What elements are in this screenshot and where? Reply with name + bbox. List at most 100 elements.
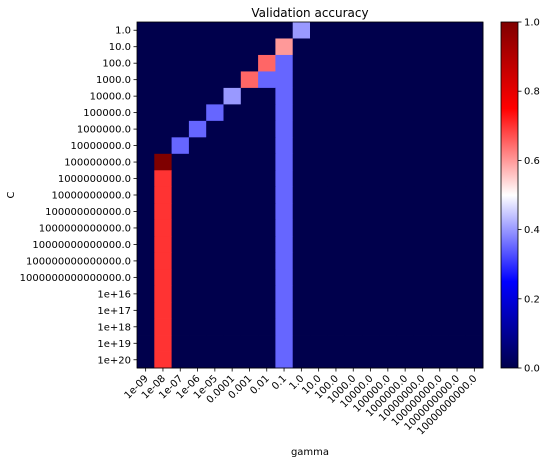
heatmap-cell [431,87,449,105]
heatmap-cell [206,104,224,122]
heatmap-cell [137,120,155,138]
heatmap-cell [206,335,224,352]
heatmap-cell [361,137,380,155]
heatmap-cell [137,318,155,336]
heatmap-cell [361,236,380,254]
heatmap-cell [465,120,484,138]
heatmap-cell [465,203,484,221]
y-tick-label: 1000000000000.0 [39,223,131,234]
y-tick-label: 10000.0 [90,92,131,103]
heatmap-cell [188,87,207,105]
heatmap-cell [361,302,380,319]
heatmap-cell [171,318,190,336]
heatmap-cell [275,54,294,72]
heatmap-cell [327,351,345,369]
heatmap-cell [448,252,467,270]
y-tick-label: 100000000000000.0 [26,256,131,267]
heatmap-cell [431,252,449,270]
heatmap-cell [292,302,311,319]
heatmap-cell [327,186,345,204]
heatmap-cell [258,104,276,122]
heatmap-cell [465,252,484,270]
heatmap-cell [327,38,345,56]
heatmap-cell [240,87,259,105]
heatmap-cell [310,203,328,221]
y-tick-label: 10000000000000.0 [32,240,131,251]
heatmap-cell [258,120,276,138]
heatmap-cell [413,252,432,270]
heatmap-cell [448,269,467,287]
heatmap-cell [310,269,328,287]
heatmap-cell [137,153,155,171]
heatmap-cell [292,137,311,155]
y-tick-label: 1e+18 [97,322,131,333]
heatmap-cell [275,203,294,221]
heatmap-cell [465,54,484,72]
heatmap-cell [171,137,190,155]
heatmap-cell [431,351,449,369]
colorbar-tick-label: 0.8 [524,87,540,98]
heatmap-cell [258,203,276,221]
heatmap-cell [206,252,224,270]
heatmap-cell [344,236,363,254]
heatmap-cell [396,203,415,221]
heatmap-cell [396,153,415,171]
heatmap-cell [137,137,155,155]
heatmap-cell [396,22,415,39]
heatmap-cell [327,236,345,254]
heatmap-cell [171,87,190,105]
heatmap-cell [448,120,467,138]
heatmap-cell [465,186,484,204]
heatmap-cell [327,87,345,105]
heatmap-cell [310,186,328,204]
heatmap-cell [292,120,311,138]
y-tick-label: 100000000.0 [64,158,131,169]
heatmap-cell [275,318,294,336]
heatmap-cell [361,153,380,171]
heatmap-cell [206,170,224,188]
heatmap-cell [137,203,155,221]
heatmap-cell [171,335,190,352]
heatmap-cell [361,335,380,352]
heatmap-cell [275,186,294,204]
heatmap-cell [344,318,363,336]
heatmap-cell [292,153,311,171]
heatmap-cell [154,38,172,56]
heatmap-cell [154,351,172,369]
heatmap-cell [275,170,294,188]
heatmap-cell [379,335,397,352]
heatmap-cell [258,87,276,105]
heatmap-cell [361,318,380,336]
heatmap-cell [258,54,276,72]
heatmap-cell [361,219,380,237]
heatmap-cell [154,71,172,89]
heatmap-cell [379,351,397,369]
heatmap-cell [188,54,207,72]
heatmap-cell [206,351,224,369]
heatmap-cell [206,285,224,303]
heatmap-cell [396,285,415,303]
heatmap-cell [188,269,207,287]
heatmap-cell [240,318,259,336]
heatmap-cell [258,38,276,56]
heatmap-cell [344,120,363,138]
y-tick-label: 1e+16 [97,289,131,300]
heatmap-cell [240,104,259,122]
heatmap-cell [344,203,363,221]
heatmap-cell [361,54,380,72]
heatmap-cell [413,285,432,303]
heatmap-cell [292,104,311,122]
heatmap-cell [258,285,276,303]
heatmap-cell [465,302,484,319]
heatmap-cell [206,153,224,171]
heatmap-cell [344,22,363,39]
y-tick-label: 100.0 [102,59,131,70]
heatmap-cell [206,22,224,39]
heatmap-cell [137,236,155,254]
heatmap-cell [465,335,484,352]
heatmap-cell [344,186,363,204]
heatmap-cell [448,186,467,204]
heatmap-cell [240,153,259,171]
heatmap-cell [258,71,276,89]
heatmap-cell [361,87,380,105]
